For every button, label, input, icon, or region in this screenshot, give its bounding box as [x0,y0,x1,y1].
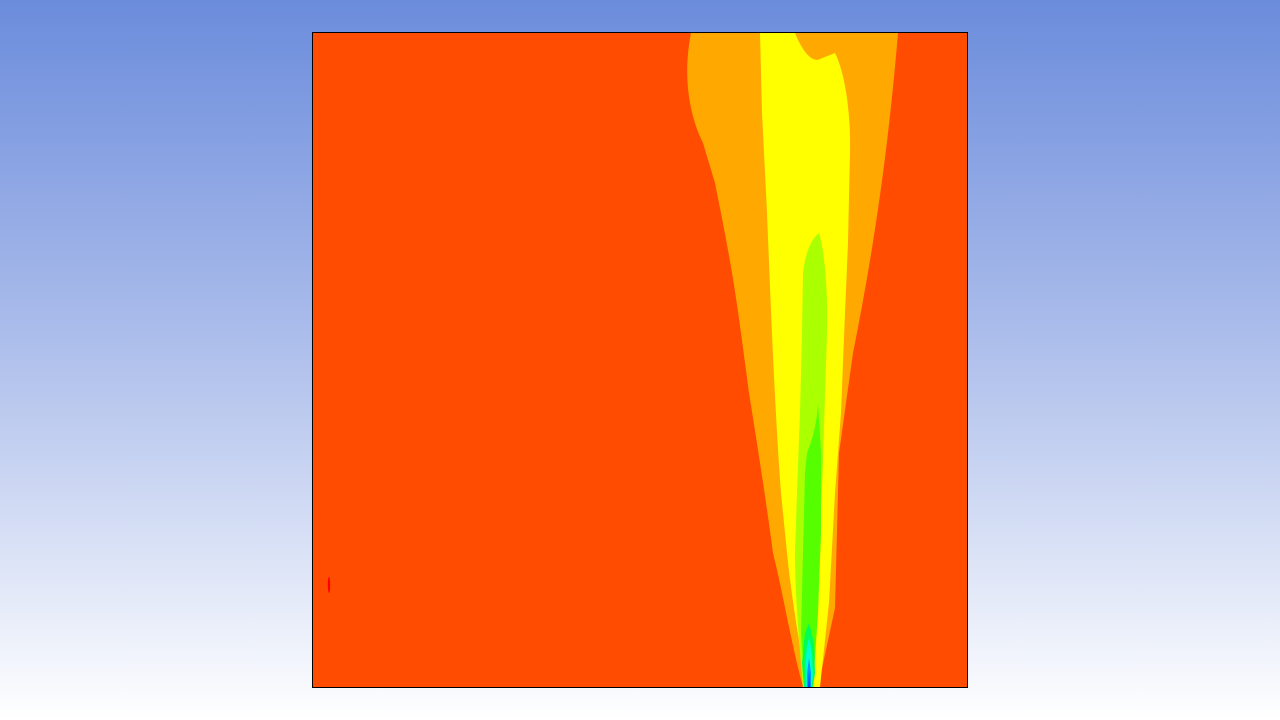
contour-plot-svg [313,33,967,687]
contour-band-8 [808,671,810,687]
contour-plot-panel[interactable] [312,32,968,688]
contour-band-spot [327,577,331,593]
contour-band-4 [801,403,821,687]
